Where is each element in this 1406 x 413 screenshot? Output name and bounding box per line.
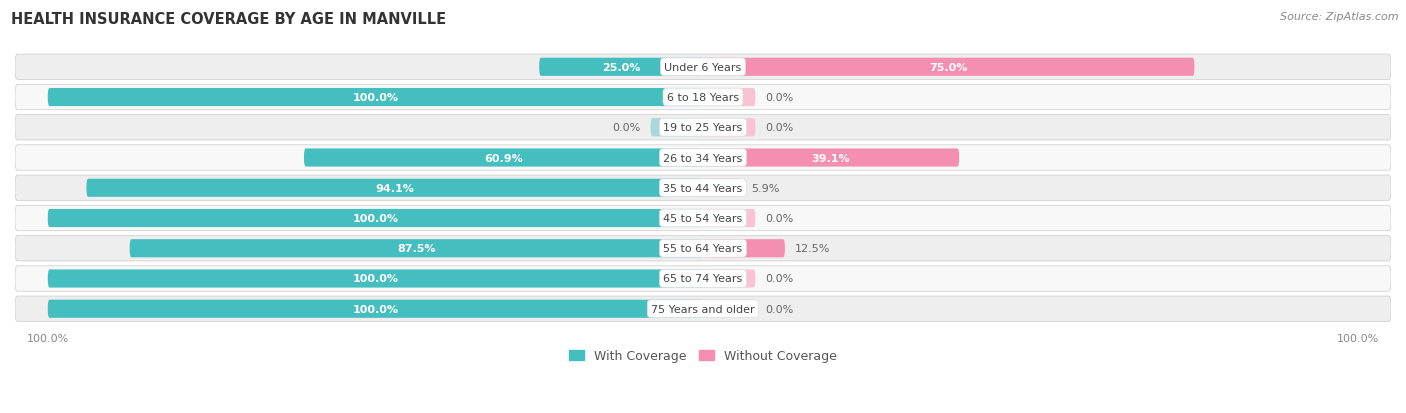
FancyBboxPatch shape: [703, 119, 755, 137]
FancyBboxPatch shape: [48, 270, 703, 288]
FancyBboxPatch shape: [129, 240, 703, 258]
FancyBboxPatch shape: [15, 236, 1391, 261]
FancyBboxPatch shape: [15, 55, 1391, 80]
Text: 5.9%: 5.9%: [751, 183, 780, 193]
Text: 94.1%: 94.1%: [375, 183, 415, 193]
Text: 100.0%: 100.0%: [353, 274, 398, 284]
Text: 75 Years and older: 75 Years and older: [651, 304, 755, 314]
Text: 65 to 74 Years: 65 to 74 Years: [664, 274, 742, 284]
Text: 60.9%: 60.9%: [484, 153, 523, 163]
FancyBboxPatch shape: [15, 115, 1391, 141]
FancyBboxPatch shape: [703, 300, 755, 318]
Text: 0.0%: 0.0%: [765, 214, 793, 223]
Text: 75.0%: 75.0%: [929, 63, 967, 73]
Text: 100.0%: 100.0%: [353, 304, 398, 314]
FancyBboxPatch shape: [15, 206, 1391, 231]
FancyBboxPatch shape: [703, 89, 755, 107]
FancyBboxPatch shape: [48, 209, 703, 228]
FancyBboxPatch shape: [304, 149, 703, 167]
Text: 100.0%: 100.0%: [353, 93, 398, 103]
Text: 55 to 64 Years: 55 to 64 Years: [664, 244, 742, 254]
Text: 0.0%: 0.0%: [765, 123, 793, 133]
FancyBboxPatch shape: [15, 85, 1391, 110]
FancyBboxPatch shape: [48, 89, 703, 107]
Text: 12.5%: 12.5%: [794, 244, 830, 254]
Text: 39.1%: 39.1%: [811, 153, 851, 163]
Text: 100.0%: 100.0%: [353, 214, 398, 223]
Text: 6 to 18 Years: 6 to 18 Years: [666, 93, 740, 103]
Text: 45 to 54 Years: 45 to 54 Years: [664, 214, 742, 223]
FancyBboxPatch shape: [15, 145, 1391, 171]
FancyBboxPatch shape: [15, 296, 1391, 322]
Text: Source: ZipAtlas.com: Source: ZipAtlas.com: [1281, 12, 1399, 22]
FancyBboxPatch shape: [703, 209, 755, 228]
Text: 35 to 44 Years: 35 to 44 Years: [664, 183, 742, 193]
FancyBboxPatch shape: [703, 179, 741, 197]
Legend: With Coverage, Without Coverage: With Coverage, Without Coverage: [564, 344, 842, 367]
Text: 0.0%: 0.0%: [765, 274, 793, 284]
Text: HEALTH INSURANCE COVERAGE BY AGE IN MANVILLE: HEALTH INSURANCE COVERAGE BY AGE IN MANV…: [11, 12, 446, 27]
FancyBboxPatch shape: [703, 270, 755, 288]
FancyBboxPatch shape: [538, 59, 703, 77]
Text: 0.0%: 0.0%: [613, 123, 641, 133]
Text: 25.0%: 25.0%: [602, 63, 640, 73]
FancyBboxPatch shape: [15, 176, 1391, 201]
Text: 26 to 34 Years: 26 to 34 Years: [664, 153, 742, 163]
Text: 87.5%: 87.5%: [396, 244, 436, 254]
FancyBboxPatch shape: [15, 266, 1391, 292]
FancyBboxPatch shape: [48, 300, 703, 318]
FancyBboxPatch shape: [703, 59, 1195, 77]
FancyBboxPatch shape: [86, 179, 703, 197]
Text: 19 to 25 Years: 19 to 25 Years: [664, 123, 742, 133]
Text: Under 6 Years: Under 6 Years: [665, 63, 741, 73]
Text: 0.0%: 0.0%: [765, 304, 793, 314]
Text: 0.0%: 0.0%: [765, 93, 793, 103]
FancyBboxPatch shape: [651, 119, 703, 137]
FancyBboxPatch shape: [703, 149, 959, 167]
FancyBboxPatch shape: [703, 240, 785, 258]
